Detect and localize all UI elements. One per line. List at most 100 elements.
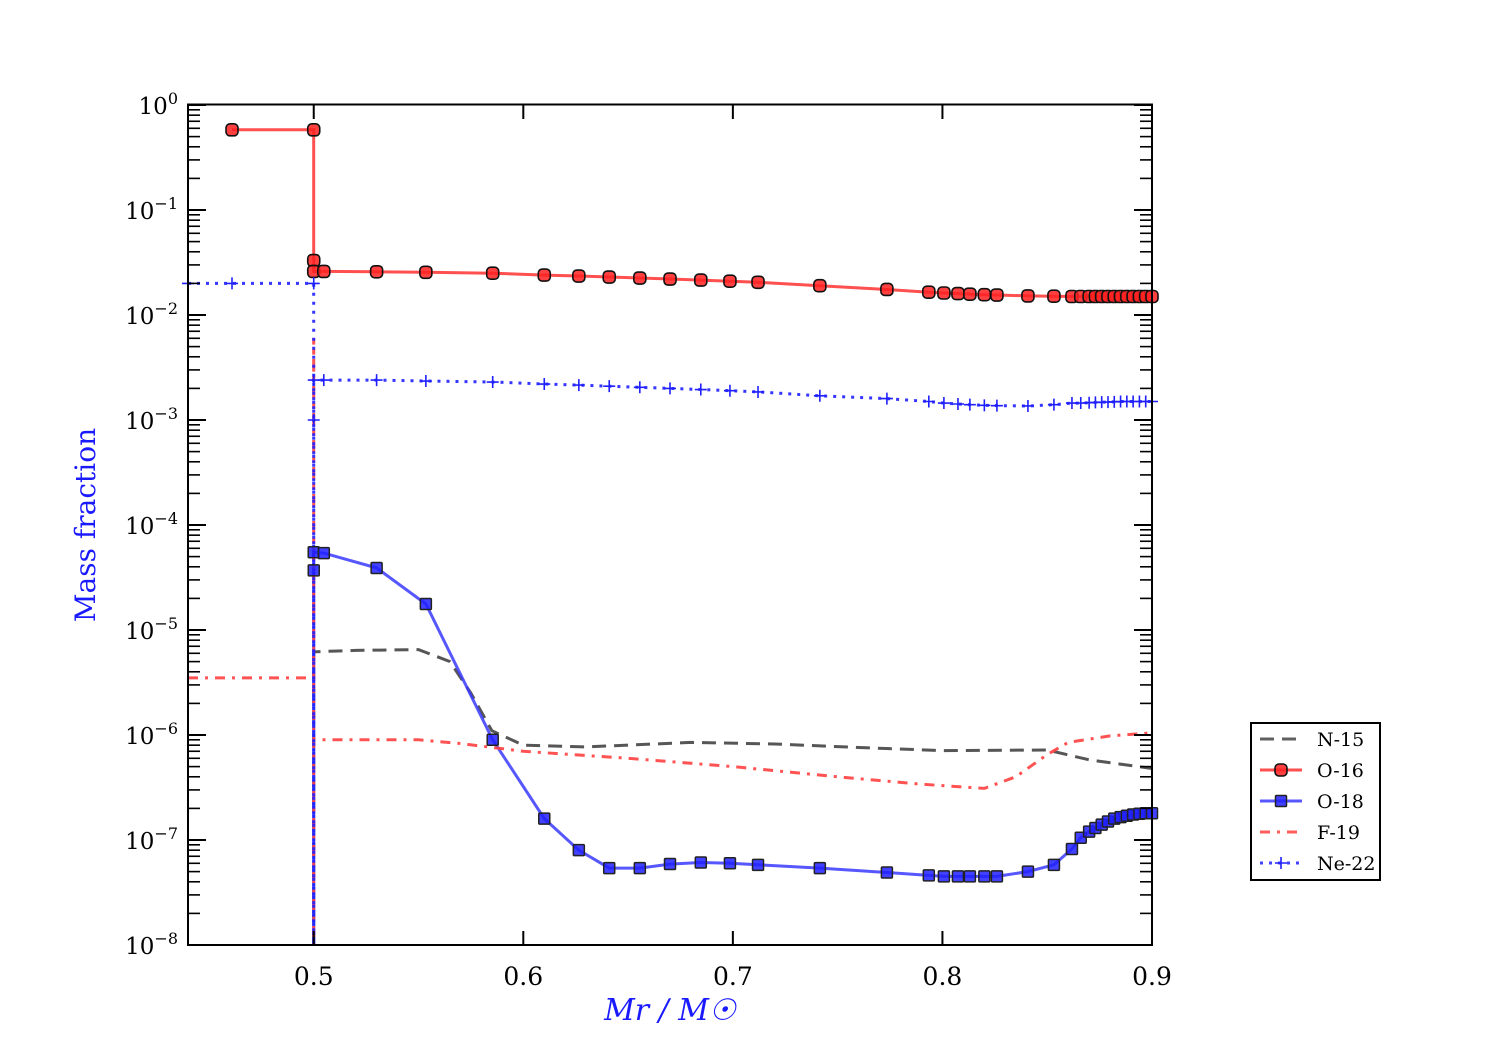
series-line-o-18 <box>312 550 1152 945</box>
legend-label-n-15: N-15 <box>1317 729 1364 751</box>
data-point-o-16 <box>751 275 765 290</box>
data-point-o-16 <box>369 264 384 279</box>
y-tick-base: 10 <box>125 934 154 960</box>
y-tick-exponent: −8 <box>154 929 178 948</box>
data-point-o-18 <box>723 857 737 870</box>
marker-layer <box>182 123 1159 883</box>
y-tick-label: 100 <box>139 89 178 120</box>
y-tick-base: 10 <box>139 94 168 120</box>
y-tick-base: 10 <box>125 409 154 435</box>
series-layer <box>188 128 1152 945</box>
data-point-o-16 <box>485 266 500 281</box>
data-point-ne-22 <box>990 399 1003 412</box>
y-tick-base: 10 <box>125 829 154 855</box>
y-tick-base: 10 <box>125 304 154 330</box>
data-point-ne-22 <box>752 385 765 398</box>
data-point-o-18 <box>370 561 383 575</box>
data-point-o-18 <box>317 546 331 560</box>
data-point-ne-22 <box>486 376 499 389</box>
data-point-o-16 <box>813 278 827 293</box>
legend-label-f-19: F-19 <box>1317 822 1360 844</box>
data-point-ne-22 <box>880 392 893 405</box>
y-tick-base: 10 <box>125 724 154 750</box>
x-tick-label: 0.5 <box>294 962 334 991</box>
data-point-o-18 <box>663 857 677 871</box>
data-point-o-16 <box>880 282 894 297</box>
data-point-ne-22 <box>633 381 646 394</box>
data-point-ne-22 <box>963 398 976 411</box>
series-line-f-19 <box>188 338 1152 945</box>
data-point-o-16 <box>963 287 977 301</box>
data-point-ne-22 <box>723 384 736 397</box>
data-point-o-16 <box>572 269 586 283</box>
data-point-o-18 <box>922 869 936 882</box>
series-line-n-15 <box>312 648 1152 945</box>
data-point-ne-22 <box>307 414 320 426</box>
y-tick-label: 10−5 <box>125 614 178 645</box>
data-point-o-18 <box>419 597 433 611</box>
data-point-o-16 <box>1021 289 1035 303</box>
x-axis-label-text: Mr / M☉ <box>603 993 737 1028</box>
y-tick-exponent: −2 <box>154 299 178 318</box>
y-tick-exponent: −7 <box>154 824 178 843</box>
data-point-o-18 <box>486 733 499 747</box>
data-point-ne-22 <box>813 389 826 402</box>
data-point-ne-22 <box>951 398 964 411</box>
data-point-ne-22 <box>307 277 320 290</box>
legend-label-ne-22: Ne-22 <box>1317 853 1375 875</box>
y-tick-label: 10−8 <box>125 929 178 960</box>
data-point-ne-22 <box>603 380 616 393</box>
data-point-ne-22 <box>370 374 383 387</box>
tick-layer: 0.5 0.6 0.7 0.8 0.910010−110−210−310−410−510… <box>125 89 1172 991</box>
data-point-ne-22 <box>978 399 991 412</box>
data-point-o-18 <box>694 856 708 869</box>
data-point-o-18 <box>602 861 616 875</box>
x-axis-label: Mr / M☉ <box>603 993 737 1028</box>
y-axis-label: Mass fraction <box>69 428 102 622</box>
data-point-o-18 <box>1047 858 1061 872</box>
y-tick-exponent: −6 <box>154 719 178 738</box>
data-point-ne-22 <box>937 397 950 410</box>
data-point-ne-22 <box>538 378 551 391</box>
data-point-o-16 <box>951 286 965 301</box>
data-point-o-16 <box>316 264 331 279</box>
data-point-o-18 <box>978 870 991 883</box>
legend-marker-ne-22 <box>1275 857 1287 869</box>
x-tick-label: 0.9 <box>1132 962 1172 991</box>
y-tick-exponent: −3 <box>154 404 178 423</box>
data-point-o-18 <box>751 858 765 872</box>
y-tick-base: 10 <box>125 619 154 645</box>
y-tick-label: 10−6 <box>125 719 178 750</box>
y-tick-label: 10−2 <box>125 299 178 330</box>
data-point-o-18 <box>963 870 977 883</box>
data-point-ne-22 <box>317 374 330 387</box>
data-point-o-16 <box>663 272 677 286</box>
x-tick-label: 0.7 <box>713 962 753 991</box>
y-tick-label: 10−3 <box>125 404 178 435</box>
data-point-o-16 <box>225 123 239 137</box>
y-tick-label: 10−1 <box>125 194 178 225</box>
data-point-o-18 <box>307 564 320 577</box>
data-point-o-16 <box>922 285 936 299</box>
data-point-o-18 <box>990 870 1004 883</box>
data-point-o-16 <box>633 271 647 285</box>
data-point-o-18 <box>951 870 965 883</box>
data-point-o-18 <box>880 866 894 879</box>
y-tick-base: 10 <box>125 199 154 225</box>
legend-marker-o-16 <box>1274 763 1288 777</box>
y-tick-label: 10−4 <box>125 509 178 540</box>
data-point-o-16 <box>723 274 737 288</box>
data-point-o-18 <box>572 843 586 857</box>
data-point-ne-22 <box>922 395 935 408</box>
data-point-o-18 <box>1065 842 1079 856</box>
data-point-o-18 <box>538 812 551 825</box>
data-point-ne-22 <box>419 375 432 388</box>
data-point-o-16 <box>419 265 433 280</box>
data-point-ne-22 <box>694 383 707 396</box>
data-point-ne-22 <box>664 382 676 395</box>
data-point-o-18 <box>633 861 647 875</box>
data-point-ne-22 <box>307 374 320 387</box>
legend-marker-o-18 <box>1274 794 1288 808</box>
data-point-o-16 <box>694 273 708 287</box>
